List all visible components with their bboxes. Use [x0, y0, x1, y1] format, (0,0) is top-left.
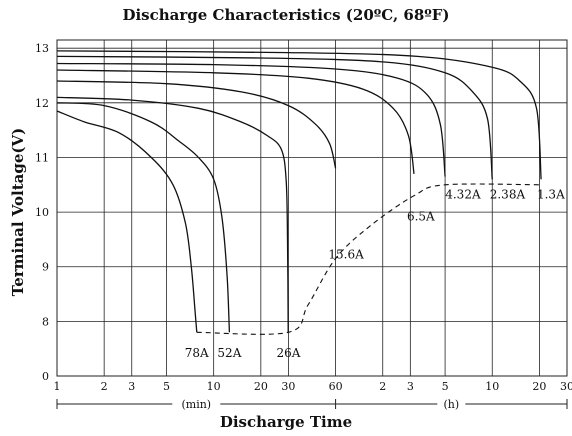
y-tick-label: 11	[35, 151, 49, 164]
curve-4-32a	[56, 62, 446, 177]
x-axis-title: Discharge Time	[219, 413, 353, 431]
y-tick-label: 8	[42, 315, 49, 328]
curve-15-6a	[56, 80, 337, 169]
curve-52a	[56, 102, 231, 333]
x-tick-label: 3	[128, 380, 135, 393]
curve-6-5a	[56, 69, 415, 174]
x-tick-label: 3	[407, 380, 414, 393]
curve-label-1-3a: 1.3A	[537, 187, 565, 201]
unit-label-min: (min)	[181, 398, 211, 411]
unit-label-h: (h)	[443, 398, 459, 411]
end-voltage-dashed-line	[196, 183, 542, 335]
curve-label-4-32a: 4.32A	[445, 187, 481, 201]
y-tick-label: 0	[42, 370, 49, 383]
curve-label-15-6a: 15.6A	[328, 248, 364, 262]
curve-labels: 78A 52A 26A 15.6A 6.5A 4.32A 2.38A 1.3A	[185, 187, 565, 359]
chart-title: Discharge Characteristics (20ºC, 68ºF)	[122, 6, 450, 24]
y-tick-label: 10	[35, 206, 49, 219]
x-tick-label: 5	[163, 380, 170, 393]
curve-label-6-5a: 6.5A	[407, 209, 435, 223]
y-tick-label: 9	[42, 261, 49, 274]
curve-label-26a: 26A	[276, 346, 300, 360]
x-tick-label: 1	[54, 380, 61, 393]
curve-label-78a: 78A	[185, 346, 209, 360]
y-tick-label: 13	[35, 42, 49, 55]
x-tick-label: 30	[281, 380, 295, 393]
x-tick-label: 2	[379, 380, 386, 393]
curve-26a	[56, 96, 289, 333]
curve-1-3a	[56, 50, 542, 180]
curve-78a	[56, 110, 198, 333]
curve-label-52a: 52A	[217, 346, 241, 360]
x-tick-label: 10	[207, 380, 221, 393]
x-tick-label: 20	[254, 380, 268, 393]
x-tick-label: 20	[532, 380, 546, 393]
x-tick-label: 30	[560, 380, 572, 393]
grid	[57, 40, 567, 376]
plot-frame	[56, 39, 568, 377]
curve-2-38a	[56, 55, 493, 180]
x-tick-label: 2	[101, 380, 108, 393]
x-tick-label: 5	[442, 380, 449, 393]
time-unit-markers: (min) (h)	[56, 398, 568, 411]
x-tick-label: 60	[329, 380, 343, 393]
x-tick-label: 10	[485, 380, 499, 393]
discharge-curves	[56, 50, 542, 335]
curve-label-2-38a: 2.38A	[490, 187, 526, 201]
y-tick-label: 12	[35, 97, 49, 110]
